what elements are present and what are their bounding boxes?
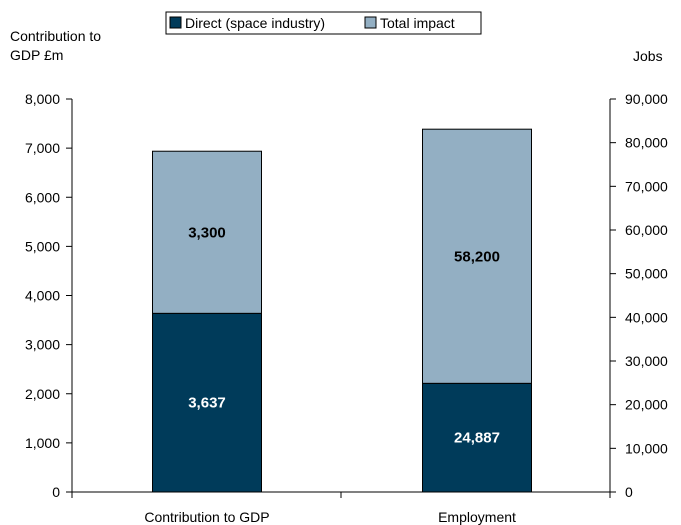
bar-segment <box>422 382 532 493</box>
left-axis: 0 1,000 2,000 3,000 4,000 5,000 6,000 7,000 8,00… <box>25 91 73 500</box>
legend-swatch <box>169 16 182 29</box>
left-tick-label: 1,000 <box>25 435 60 451</box>
category-label: Employment <box>438 509 516 525</box>
left-tick-label: 7,000 <box>25 140 60 156</box>
right-tick-label: 50,000 <box>625 266 668 282</box>
category-label: Contribution to GDP <box>144 509 269 525</box>
legend-label: Total impact <box>380 15 455 31</box>
bar-segment <box>422 128 532 384</box>
data-label: 3,637 <box>188 395 226 412</box>
left-tick-label: 0 <box>52 484 60 500</box>
left-axis-title-line: GDP £m <box>10 47 63 63</box>
right-axis: 0 10,000 20,000 30,000 40,000 50,000 60,000 70,… <box>609 91 668 500</box>
left-axis-title-line: Contribution to <box>10 28 101 44</box>
legend: Direct (space industry) Total impact <box>165 11 482 35</box>
axis-titles: Contribution to GDP £m Jobs <box>10 28 663 64</box>
right-tick-label: 40,000 <box>625 309 668 325</box>
left-tick-label: 4,000 <box>25 288 60 304</box>
right-tick-label: 10,000 <box>625 440 668 456</box>
legend-box <box>165 11 482 35</box>
data-label: 24,887 <box>454 430 500 447</box>
bar-segment <box>152 312 262 493</box>
legend-swatch <box>364 16 377 29</box>
left-tick-label: 8,000 <box>25 91 60 107</box>
right-tick-label: 30,000 <box>625 353 668 369</box>
right-tick-label: 0 <box>625 484 633 500</box>
legend-label: Direct (space industry) <box>185 15 325 31</box>
left-tick-label: 6,000 <box>25 189 60 205</box>
right-axis-title: Jobs <box>633 48 663 64</box>
right-tick-label: 80,000 <box>625 135 668 151</box>
right-tick-label: 90,000 <box>625 91 668 107</box>
right-tick-label: 20,000 <box>625 397 668 413</box>
data-label: 58,200 <box>454 248 500 265</box>
right-tick-label: 70,000 <box>625 178 668 194</box>
left-tick-label: 5,000 <box>25 238 60 254</box>
x-axis: Contribution to GDP Employment <box>71 491 611 525</box>
right-tick-label: 60,000 <box>625 222 668 238</box>
left-tick-label: 3,000 <box>25 337 60 353</box>
data-label: 3,300 <box>188 224 226 241</box>
bars: 3,637 3,300 24,887 58,200 <box>152 128 532 493</box>
bar-segment <box>152 150 262 314</box>
left-axis-title: Contribution to GDP £m <box>10 28 101 63</box>
left-tick-label: 2,000 <box>25 386 60 402</box>
